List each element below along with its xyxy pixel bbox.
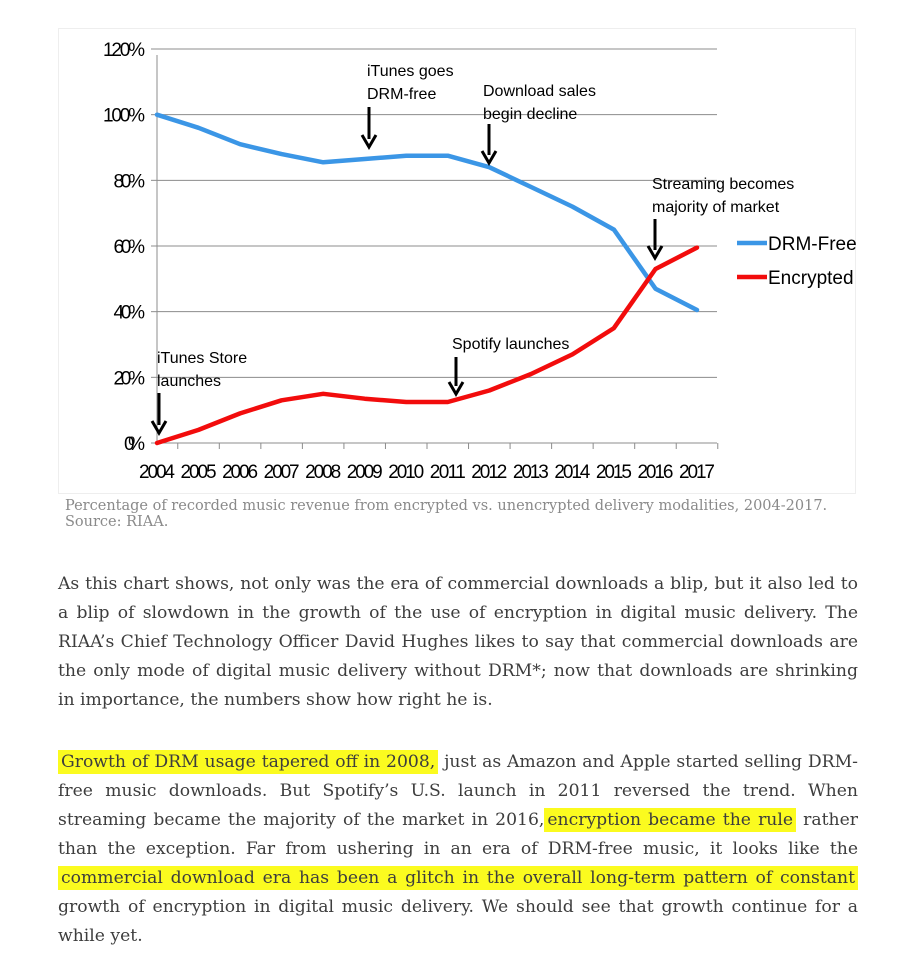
x-tick-label: 2005 xyxy=(181,462,217,483)
chart-figure: 0% 20% 40% 60% 80% 100% 120% 2004 2005 2006 2007 20… xyxy=(58,28,857,494)
y-tick-label: 80% xyxy=(114,171,146,192)
x-tick-label: 2006 xyxy=(222,462,258,483)
x-tick-label: 2010 xyxy=(388,462,424,483)
paragraph-2-text-2: rather than the exception. Far from ushe… xyxy=(58,810,858,859)
x-tick-label: 2015 xyxy=(596,462,632,483)
y-tick-label: 120% xyxy=(103,40,145,61)
annotation-label: iTunes goes xyxy=(367,63,454,80)
caption-line-2: Source: RIAA. xyxy=(65,514,169,530)
annotation-arrowhead xyxy=(150,420,168,436)
y-tick-label: 60% xyxy=(114,237,146,258)
annotation-arrowhead xyxy=(360,134,378,150)
annotation-arrowhead xyxy=(480,150,498,166)
grid-lines xyxy=(157,48,717,378)
annotations: iTunes Store launches iTunes goes DRM-free D… xyxy=(150,63,794,436)
caption-line-1: Percentage of recorded music revenue fro… xyxy=(65,498,828,514)
paragraph-2-text-3: growth of encryption in digital music de… xyxy=(58,897,858,946)
figure-caption: Percentage of recorded music revenue fro… xyxy=(65,498,865,530)
annotation-label: Download sales xyxy=(483,83,596,100)
x-tick-label: 2011 xyxy=(430,462,466,483)
x-tick-label: 2013 xyxy=(513,462,549,483)
annotation-arrowhead xyxy=(646,245,664,261)
highlight-3: commercial download era has been a glitc… xyxy=(58,866,858,890)
paragraph-2: Growth of DRM usage tapered off in 2008,… xyxy=(58,748,858,951)
y-tick-label: 40% xyxy=(114,303,146,324)
legend: DRM-Free Encrypted xyxy=(737,234,857,289)
x-tick-label: 2009 xyxy=(347,462,383,483)
x-tick-label: 2004 xyxy=(139,462,175,483)
line-chart: 0%20%40%60%80%100%120%2004 2005 2006 2007 20… xyxy=(103,40,857,483)
y-tick-label: 100% xyxy=(103,106,145,127)
series-lines xyxy=(154,112,700,446)
annotation-label: iTunes Store xyxy=(157,350,247,367)
x-tick-label: 2007 xyxy=(264,462,300,483)
legend-label: DRM-Free xyxy=(768,234,857,255)
x-tick-label: 2017 xyxy=(679,462,715,483)
series-line-encrypted xyxy=(154,245,700,446)
series-line-drm-free xyxy=(154,112,700,313)
x-tick-label: 2012 xyxy=(471,462,507,483)
x-tick-label: 2016 xyxy=(637,462,673,483)
y-tick-label: 20% xyxy=(114,368,146,389)
paragraph-2-text-1: just as Amazon and Apple started selling… xyxy=(58,752,858,830)
x-tick-label: 2008 xyxy=(305,462,341,483)
annotation-arrowhead xyxy=(447,381,465,397)
annotation-label: Streaming becomes xyxy=(652,176,794,193)
annotation-label: Spotify launches xyxy=(452,336,569,353)
highlight-2: encryption became the rule xyxy=(544,808,797,832)
annotation-label: begin decline xyxy=(483,106,577,123)
legend-label: Encrypted xyxy=(768,268,854,289)
annotation-label: launches xyxy=(157,373,221,390)
axes: 0%20%40%60%80%100%120%2004 2005 2006 2007 20… xyxy=(103,40,719,483)
paragraph-1: As this chart shows, not only was the er… xyxy=(58,574,858,710)
y-tick-label: 0% xyxy=(124,434,145,455)
annotation-label: majority of market xyxy=(652,199,780,216)
highlight-1: Growth of DRM usage tapered off in 2008, xyxy=(58,750,439,774)
x-tick-label: 2014 xyxy=(554,462,590,483)
annotation-label: DRM-free xyxy=(367,86,436,103)
